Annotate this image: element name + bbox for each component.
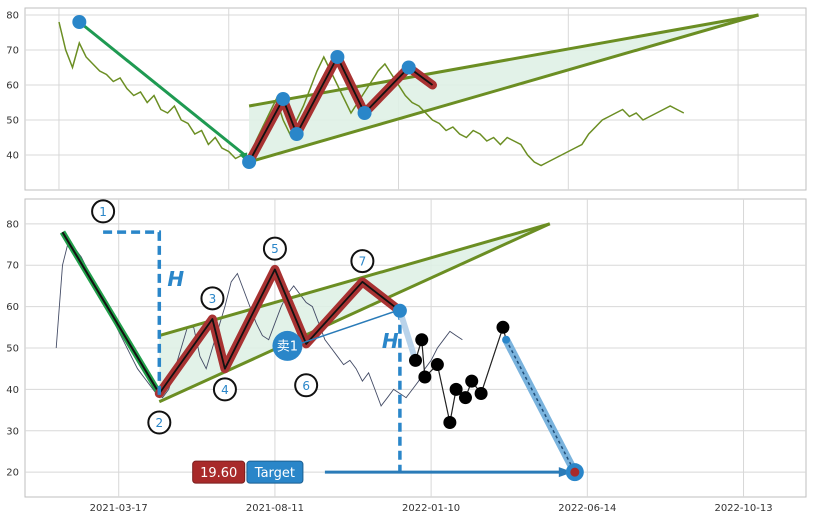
bottom-projection-marker	[431, 358, 444, 371]
top-pivot-marker	[242, 155, 256, 169]
top-pivot-marker	[276, 92, 290, 106]
top-pivot-marker	[72, 15, 86, 29]
bottom-breakout-marker	[393, 304, 407, 318]
bottom-ytick-label: 40	[6, 385, 19, 396]
bottom-projection-marker	[496, 321, 509, 334]
top-pivot-marker	[290, 127, 304, 141]
bottom-projection-marker	[418, 370, 431, 383]
bottom-xtick-label: 2022-01-10	[402, 503, 460, 514]
bottom-ytick-label: 20	[6, 468, 19, 479]
bottom-xtick-label: 2022-10-13	[714, 503, 772, 514]
bottom-price-badge-label: 19.60	[200, 466, 237, 481]
bottom-sell-label: 卖1	[277, 339, 298, 354]
bottom-projection-marker	[443, 416, 456, 429]
bottom-ytick-label: 60	[6, 302, 19, 313]
bottom-ytick-label: 30	[6, 426, 19, 437]
bottom-projection-marker	[415, 333, 428, 346]
bottom-pivot-label: 1	[99, 205, 107, 219]
bottom-ytick-label: 50	[6, 344, 19, 355]
bottom-pivot-label: 4	[221, 383, 229, 397]
bottom-pivot-label: 5	[271, 242, 279, 256]
bottom-projection-marker	[409, 354, 422, 367]
top-pivot-marker	[402, 61, 416, 75]
top-ytick-label: 50	[6, 116, 19, 127]
bottom-projection-marker	[459, 391, 472, 404]
top-ytick-label: 80	[6, 11, 19, 22]
top-ytick-label: 60	[6, 81, 19, 92]
bottom-ytick-label: 70	[6, 261, 19, 272]
bottom-projection-marker	[465, 375, 478, 388]
bottom-target-center	[570, 468, 579, 477]
bottom-pivot-label: 3	[209, 292, 217, 306]
bottom-ytick-label: 80	[6, 219, 19, 230]
bottom-target-badge-label: Target	[254, 466, 295, 481]
bottom-pivot-label: 2	[156, 416, 164, 430]
bottom-pivot-label: 6	[302, 379, 310, 393]
bottom-pivot-label: 7	[359, 255, 367, 269]
bottom-h-label-left: H	[167, 267, 184, 291]
top-ytick-label: 40	[6, 151, 19, 162]
bottom-xtick-label: 2022-06-14	[558, 503, 616, 514]
bottom-h-label-right: H	[382, 329, 399, 353]
bottom-xtick-label: 2021-08-11	[246, 503, 304, 514]
bottom-xtick-label: 2021-03-17	[90, 503, 148, 514]
bottom-retest-marker	[502, 336, 510, 344]
top-ytick-label: 70	[6, 46, 19, 57]
top-pivot-marker	[330, 50, 344, 64]
bottom-projection-marker	[475, 387, 488, 400]
top-pivot-marker	[358, 106, 372, 120]
